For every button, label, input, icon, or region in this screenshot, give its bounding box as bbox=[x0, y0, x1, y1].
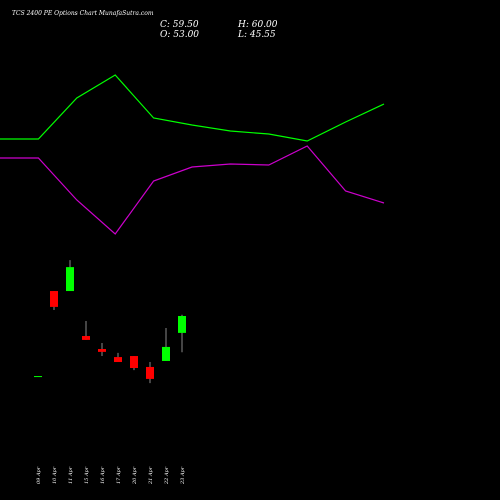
x-tick-label: 21 Apr bbox=[148, 466, 154, 485]
candle-body bbox=[178, 316, 186, 333]
x-tick-label: 15 Apr bbox=[84, 466, 90, 484]
x-tick-label: 23 Apr bbox=[180, 466, 186, 485]
x-tick-label: 20 Apr bbox=[132, 466, 138, 485]
high-label: H: 60.00 bbox=[237, 20, 278, 30]
candle-body bbox=[114, 357, 122, 363]
candle-body bbox=[50, 291, 58, 307]
candle-body bbox=[130, 356, 138, 368]
chart-title: TCS 2400 PE Options Chart MunafaSutra.co… bbox=[12, 10, 154, 17]
x-tick-label: 10 Apr bbox=[52, 466, 58, 484]
candle-body bbox=[146, 366, 154, 379]
candle-body bbox=[66, 267, 74, 292]
x-tick-label: 09 Apr bbox=[36, 466, 42, 484]
indicator-line bbox=[0, 145, 385, 235]
low-label: L: 45.55 bbox=[237, 30, 276, 40]
open-label: O: 53.00 bbox=[160, 30, 199, 40]
candle-body bbox=[98, 349, 106, 352]
x-tick-label: 17 Apr bbox=[116, 466, 122, 484]
close-label: C: 59.50 bbox=[160, 20, 199, 30]
candle-body bbox=[162, 346, 170, 361]
indicator-line bbox=[0, 74, 385, 142]
x-tick-label: 16 Apr bbox=[100, 466, 106, 484]
x-tick-label: 11 Apr bbox=[68, 466, 74, 484]
x-tick-label: 22 Apr bbox=[164, 466, 170, 485]
candle-body bbox=[82, 336, 90, 340]
candle-body bbox=[34, 376, 42, 378]
